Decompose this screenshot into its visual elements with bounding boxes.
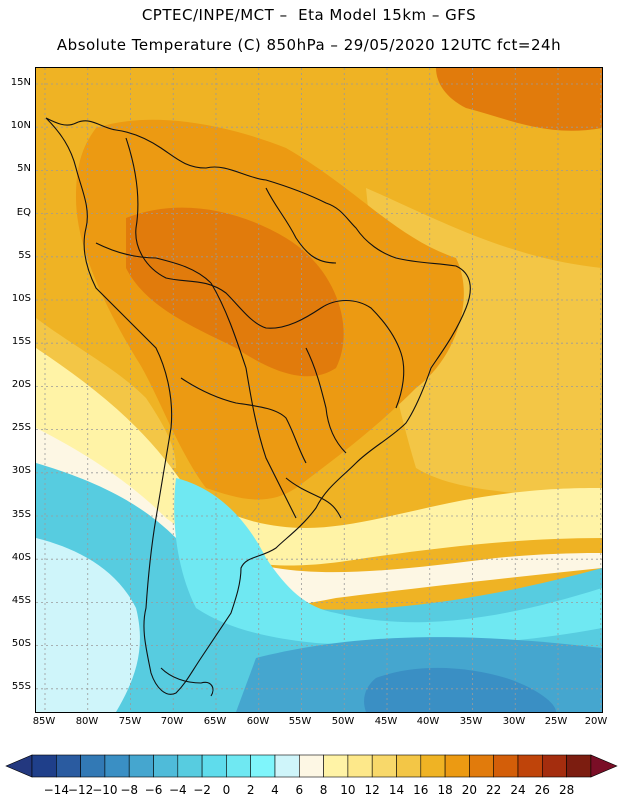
colorbar-label: −2 <box>193 783 211 797</box>
colorbar-label: 22 <box>486 783 502 797</box>
lon-label: 30W <box>502 716 526 727</box>
field-cold-tongue <box>174 478 602 646</box>
lat-label: 40S <box>11 552 31 563</box>
lon-label: 50W <box>331 716 355 727</box>
map-title-line1: CPTEC/INPE/MCT – Eta Model 15km – GFS <box>141 6 477 24</box>
colorbar-label: −4 <box>168 783 187 797</box>
lat-label: 5N <box>17 163 31 174</box>
colorbar-swatch <box>541 754 567 778</box>
lat-label: EQ <box>16 207 31 218</box>
colorbar-swatch <box>347 754 373 778</box>
colorbar-label: −6 <box>144 783 163 797</box>
lon-label: 75W <box>118 716 142 727</box>
colorbar-label: 24 <box>510 783 526 797</box>
colorbar-swatch <box>493 754 519 778</box>
lon-label: 80W <box>75 716 99 727</box>
lat-label: 5S <box>18 250 31 261</box>
colorbar-swatch <box>274 754 300 778</box>
lat-label: 35S <box>11 509 31 520</box>
lat-label: 55S <box>11 681 31 692</box>
lon-label: 45W <box>374 716 398 727</box>
lat-label: 30S <box>11 465 31 476</box>
field-hot-core <box>126 207 344 377</box>
colorbar-swatch <box>396 754 422 778</box>
colorbar-label: −14 <box>43 783 69 797</box>
colorbar-swatch <box>566 754 592 778</box>
colorbar-swatch <box>80 754 106 778</box>
colorbar-swatch <box>517 754 543 778</box>
lon-label: 85W <box>32 716 56 727</box>
colorbar-high-arrow <box>590 754 618 778</box>
lat-label: 20S <box>11 379 31 390</box>
lon-label: 65W <box>203 716 227 727</box>
colorbar-swatch <box>323 754 349 778</box>
colorbar-swatch <box>128 754 154 778</box>
colorbar-label: 16 <box>413 783 429 797</box>
colorbar-swatch <box>444 754 470 778</box>
colorbar-label: −12 <box>67 783 94 797</box>
colorbar-label: 0 <box>222 783 231 797</box>
lon-label: 55W <box>288 716 312 727</box>
lon-label: 60W <box>246 716 270 727</box>
colorbar-swatch <box>469 754 494 778</box>
colorbar-swatch <box>31 754 57 778</box>
colorbar-swatch <box>177 754 203 778</box>
lat-label: 15S <box>11 336 31 347</box>
colorbar-swatch <box>104 754 130 778</box>
temperature-map[interactable] <box>35 67 603 713</box>
colorbar-swatch <box>153 754 179 778</box>
colorbar-label: 6 <box>295 783 304 797</box>
lon-label: 20W <box>584 716 608 727</box>
temperature-field <box>36 68 602 712</box>
map-grid <box>36 68 602 712</box>
colorbar-swatch <box>226 754 251 778</box>
colorbar-label: 14 <box>388 783 405 797</box>
map-title-line2: Absolute Temperature (C) 850hPa – 29/05/… <box>56 36 562 54</box>
lon-label: 35W <box>459 716 483 727</box>
colorbar-label: −10 <box>92 783 118 797</box>
lat-label: 25S <box>11 422 31 433</box>
lon-label: 70W <box>160 716 184 727</box>
colorbar-label: −8 <box>120 783 139 797</box>
colorbar-label: 12 <box>364 783 380 797</box>
lat-label: 50S <box>11 638 31 649</box>
colorbar-swatch <box>371 754 397 778</box>
colorbar-label: 18 <box>437 783 453 797</box>
field-cold-deeper <box>364 667 556 712</box>
colorbar-label: 2 <box>246 783 255 797</box>
colorbar-swatch <box>298 754 324 778</box>
temperature-colorbar <box>5 754 618 778</box>
colorbar-swatch <box>420 754 446 778</box>
colorbar-label: 8 <box>319 783 328 797</box>
lat-label: 15N <box>10 77 31 88</box>
lat-label: 10S <box>11 293 31 304</box>
colorbar-label: 28 <box>558 783 575 797</box>
lat-label: 45S <box>11 595 31 606</box>
colorbar-swatch <box>250 754 276 778</box>
coastline <box>45 117 471 697</box>
lat-label: 10N <box>10 120 31 131</box>
colorbar-label: 10 <box>340 783 356 797</box>
lon-label: 25W <box>544 716 568 727</box>
colorbar-label: 4 <box>271 783 279 797</box>
colorbar-label: 20 <box>461 783 478 797</box>
colorbar-swatch <box>55 754 81 778</box>
lon-label: 40W <box>416 716 440 727</box>
colorbar-label: 26 <box>534 783 550 797</box>
colorbar-swatch <box>201 754 227 778</box>
colorbar-low-arrow <box>5 754 33 778</box>
